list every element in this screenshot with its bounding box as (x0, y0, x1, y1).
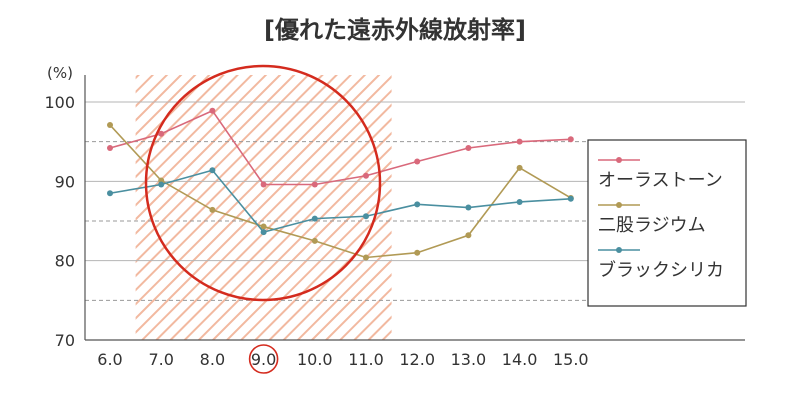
data-point (465, 232, 472, 239)
data-point (414, 249, 421, 256)
data-point (107, 145, 113, 152)
x-tick-label: 11.0 (348, 350, 384, 369)
highlight-band (135, 75, 392, 340)
data-point (567, 136, 574, 143)
x-tick-label: 14.0 (502, 350, 538, 369)
y-tick-label: 90 (55, 172, 75, 191)
y-tick-label: 80 (55, 252, 75, 271)
data-point (209, 167, 216, 174)
legend-box (587, 139, 747, 307)
data-point (414, 158, 421, 165)
x-tick-label: 13.0 (451, 350, 487, 369)
series-line-1 (109, 124, 572, 259)
legend-label: ブラックシリカ (598, 259, 724, 281)
x-tick-label: 7.0 (148, 350, 173, 369)
y-axis-unit: (%) (47, 64, 73, 82)
data-point (260, 181, 267, 188)
legend-label: 二股ラジウム (598, 215, 706, 236)
data-point (414, 201, 421, 208)
data-point (260, 223, 267, 230)
data-point (107, 122, 113, 129)
data-point (158, 130, 165, 137)
data-point (567, 195, 574, 202)
x-tick-label: 6.0 (97, 350, 122, 369)
x-tick-label: 10.0 (297, 350, 333, 369)
data-point (363, 213, 369, 220)
data-point (311, 181, 318, 188)
series-line-0 (109, 109, 571, 186)
data-point (158, 181, 165, 188)
x-tick-label: 15.0 (553, 350, 589, 369)
data-point (260, 229, 267, 236)
data-point (363, 172, 369, 179)
series-line-2 (109, 169, 571, 234)
x-tick-label: 12.0 (399, 350, 435, 369)
data-point (465, 145, 472, 152)
legend-label: オーラストーン (598, 170, 723, 191)
chart-title: [優れた遠赤外線放射率] (264, 16, 526, 44)
data-point (465, 204, 472, 211)
data-point (107, 190, 113, 197)
y-tick-label: 100 (44, 93, 75, 112)
data-point (363, 254, 369, 261)
legend-swatch-dot (616, 157, 622, 163)
data-point (209, 107, 216, 114)
x-tick-label: 8.0 (200, 350, 225, 369)
data-point (209, 206, 216, 213)
highlight-circle (144, 64, 382, 302)
y-tick-label: 70 (55, 331, 75, 350)
legend-swatch-dot (616, 247, 622, 253)
x-tick-label: 9.0 (251, 350, 276, 369)
data-point (516, 138, 523, 145)
data-point (516, 164, 523, 171)
legend-swatch-dot (616, 202, 622, 208)
data-point (311, 215, 318, 222)
highlight-tick-circle (248, 344, 279, 374)
data-point (311, 237, 318, 244)
data-point (516, 198, 523, 205)
